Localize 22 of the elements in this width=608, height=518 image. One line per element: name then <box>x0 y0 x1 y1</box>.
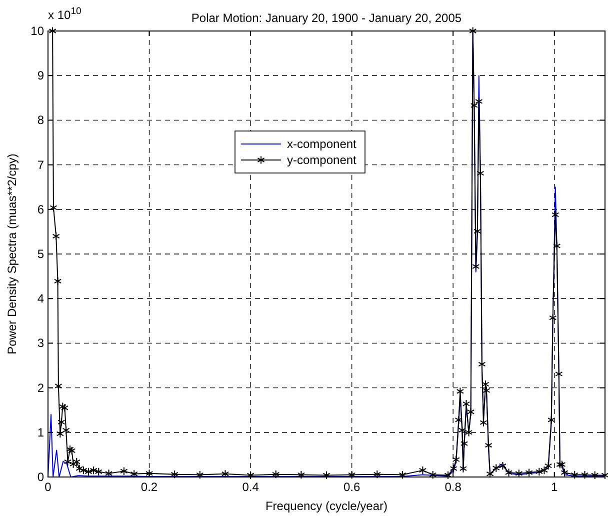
y-tick-label: 9 <box>37 68 44 83</box>
text: x 10$^{10}$ <box>48 6 82 22</box>
y-tick-label: 10 <box>30 24 44 38</box>
y-tick-label: 2 <box>37 380 44 395</box>
chart-title: Polar Motion: January 20, 1900 - January 20, 2005 <box>191 11 462 25</box>
y-axis-title: Power Density Spectra (muas**2/cpy) <box>5 154 19 354</box>
x-tick-label: 1 <box>551 480 558 494</box>
x-tick-label: 0.4 <box>242 480 260 494</box>
y-tick-label: 0 <box>37 470 44 484</box>
y-tick-label: 5 <box>37 247 44 261</box>
x-tick-label: 0.2 <box>140 480 158 494</box>
x-tick-label: 0.8 <box>444 480 462 494</box>
y-tick-label: 8 <box>37 113 44 128</box>
x-tick-label: 0.6 <box>343 480 360 494</box>
legend-label: y-component <box>287 153 358 167</box>
y-tick-label: 6 <box>37 202 44 216</box>
y-tick-label: 1 <box>37 425 44 440</box>
x-axis-title: Frequency (cycle/year) <box>265 499 388 513</box>
y-tick-label: 7 <box>37 158 44 172</box>
y-tick-label: 3 <box>37 336 44 350</box>
legend-label: x-component <box>287 137 358 151</box>
y-tick-label: 4 <box>37 292 44 306</box>
